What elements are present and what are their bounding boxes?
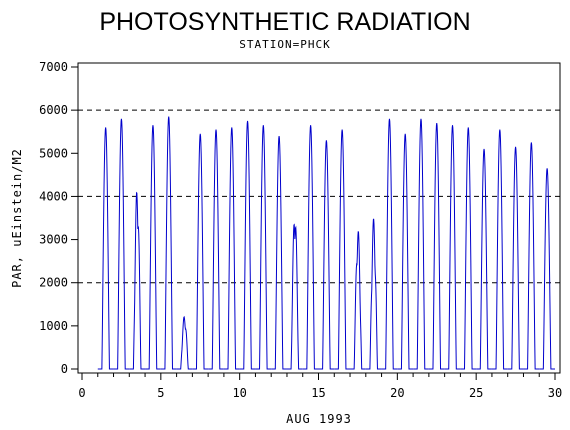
daily-par-curve: [428, 123, 445, 370]
daily-par-curve: [208, 129, 224, 370]
daily-par-curve: [223, 127, 240, 370]
daily-par-curve: [113, 118, 130, 370]
x-tick-label: 20: [390, 386, 404, 400]
y-axis-label: PAR, uEinstein/M2: [10, 148, 24, 288]
daily-par-curve: [523, 142, 540, 370]
y-axis: 0 1000 2000 3000 4000 5000 6000 7000: [39, 60, 78, 376]
daily-par-curve: [334, 129, 351, 370]
y-tick-label: 5000: [39, 146, 68, 160]
daily-par-curve: [350, 231, 366, 370]
x-axis: 0 5 10 15 20 25 30: [78, 373, 562, 400]
daily-par-curve: [444, 125, 461, 370]
daily-par-curve: [397, 133, 414, 370]
daily-par-curve: [539, 168, 555, 370]
daily-par-curve: [160, 116, 177, 370]
y-tick-label: 6000: [39, 103, 68, 117]
daily-par-curve: [476, 148, 492, 370]
daily-par-curve: [460, 127, 477, 370]
daily-par-curve: [491, 129, 508, 370]
x-tick-label: 0: [78, 386, 85, 400]
y-tick-label: 0: [61, 362, 68, 376]
daily-par-curve: [192, 133, 209, 370]
y-tick-label: 1000: [39, 319, 68, 333]
y-tick-label: 2000: [39, 276, 68, 290]
y-tick-label: 3000: [39, 233, 68, 247]
series-par: [97, 116, 555, 370]
daily-par-curve: [381, 118, 398, 370]
daily-par-curve: [302, 125, 319, 370]
x-tick-label: 10: [232, 386, 246, 400]
daily-par-curve: [176, 315, 193, 370]
daily-par-curve: [286, 223, 303, 370]
x-tick-label: 30: [548, 386, 562, 400]
y-tick-label: 7000: [39, 60, 68, 74]
chart-title: PHOTOSYNTHETIC RADIATION: [99, 8, 470, 36]
daily-par-curve: [271, 135, 287, 370]
daily-par-curve: [318, 140, 335, 370]
daily-par-curve: [97, 127, 114, 370]
daily-par-curve: [413, 118, 429, 370]
daily-par-curve: [129, 191, 146, 370]
daily-par-curve: [145, 125, 161, 370]
daily-par-curve: [239, 120, 256, 370]
x-tick-label: 25: [469, 386, 483, 400]
x-axis-label: AUG 1993: [286, 412, 352, 426]
chart-subtitle: STATION=PHCK: [239, 38, 330, 51]
daily-par-curve: [507, 146, 524, 370]
x-tick-label: 5: [157, 386, 164, 400]
daily-par-curve: [255, 125, 272, 370]
y-tick-label: 4000: [39, 189, 68, 203]
daily-par-curve: [365, 218, 382, 370]
x-tick-label: 15: [311, 386, 325, 400]
